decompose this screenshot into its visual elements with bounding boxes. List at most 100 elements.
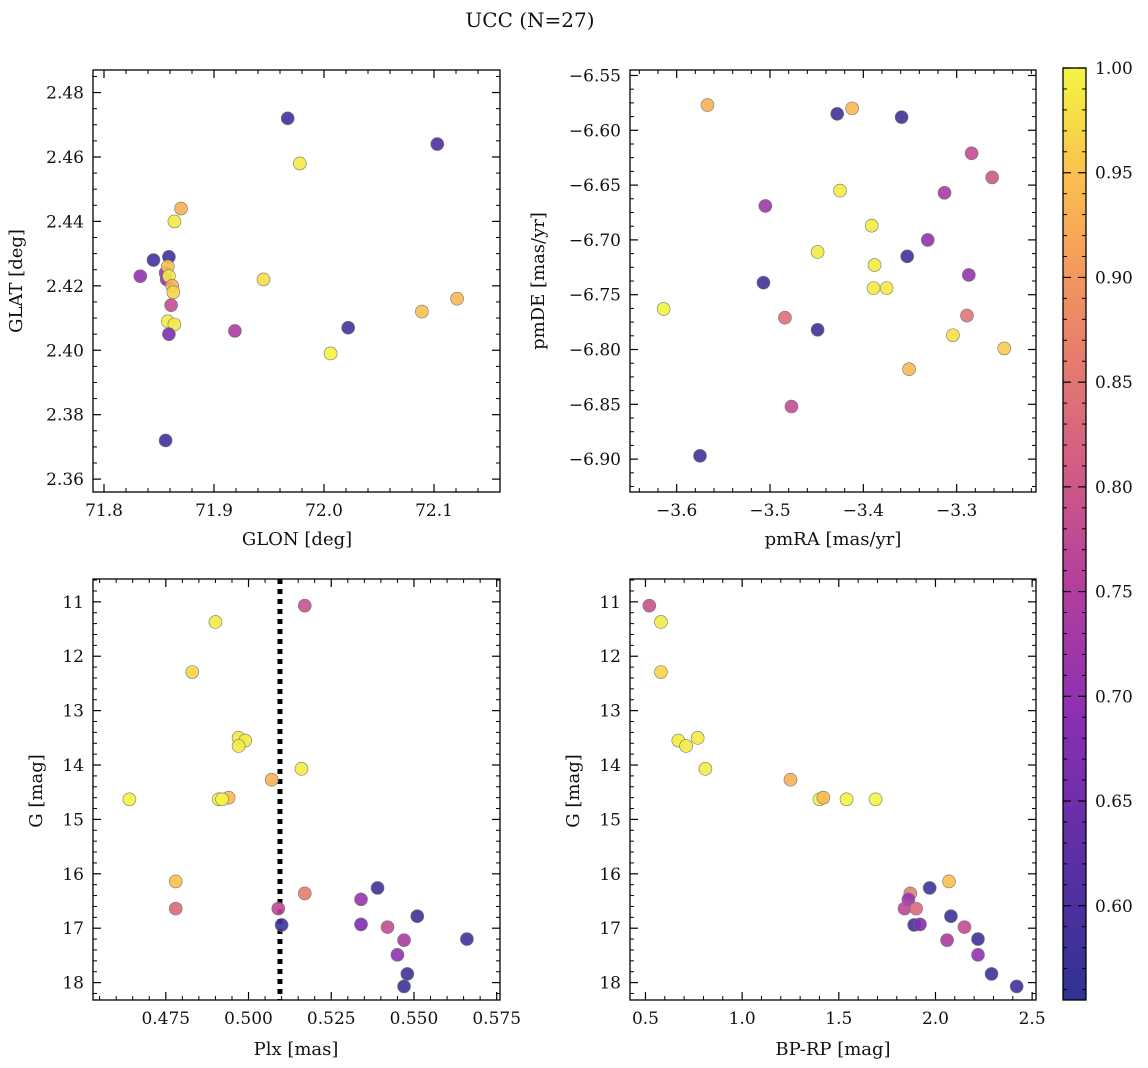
- x-tick-label: −3.5: [749, 501, 790, 521]
- data-point: [984, 967, 999, 981]
- x-tick-label: 72.0: [305, 501, 343, 521]
- data-point: [868, 792, 883, 807]
- panel-color-magnitude: 0.5 1.0 1.5 2.0 2.5 11 12 13 14 15 16 17 18: [599, 578, 1046, 1029]
- data-point: [693, 449, 707, 463]
- data-point: [909, 901, 923, 916]
- data-point: [756, 275, 771, 290]
- data-point: [400, 967, 415, 981]
- data-point: [778, 310, 792, 325]
- data-point: [839, 792, 854, 807]
- y-axis-label-g-left: G [mag]: [26, 754, 47, 827]
- data-point: [415, 304, 429, 319]
- x-tick-label: 0.575: [472, 1009, 521, 1029]
- colorbar-tick-label: 0.65: [1095, 792, 1133, 812]
- y-tick-label: 14: [62, 756, 84, 776]
- y-tick-label: 13: [62, 702, 84, 722]
- y-tick-label: −6.70: [569, 231, 621, 251]
- panel-proper-motion: −3.6 −3.5 −3.4 −3.3 −6.90 −6.85 −6.80 −6.75 −6.7…: [569, 66, 1037, 521]
- y-tick-label: 17: [599, 919, 621, 939]
- x-tick-label: 0.500: [224, 1009, 273, 1029]
- data-point: [271, 901, 286, 916]
- plot-frame: [629, 69, 1037, 493]
- data-point: [957, 920, 972, 934]
- data-point: [920, 233, 935, 247]
- y-axis-label-pmde: pmDE [mas/yr]: [528, 212, 549, 350]
- x-tick-label: 1.5: [825, 1009, 852, 1029]
- data-point: [810, 322, 825, 337]
- data-point: [1009, 979, 1024, 994]
- y-tick-label: 18: [599, 974, 621, 994]
- x-tick-label: −3.6: [656, 501, 697, 521]
- data-point: [166, 285, 181, 300]
- data-point: [264, 772, 279, 787]
- data-point: [937, 185, 952, 200]
- data-point: [256, 272, 271, 287]
- y-tick-label: 2.46: [46, 148, 84, 168]
- data-point: [866, 281, 881, 295]
- data-point: [690, 731, 705, 745]
- colorbar-gradient: [1062, 67, 1087, 1001]
- x-axis-label-bprp: BP-RP [mag]: [775, 1039, 890, 1060]
- data-point: [971, 948, 985, 962]
- data-point: [208, 615, 223, 629]
- data-point: [642, 598, 657, 613]
- data-point: [784, 399, 799, 414]
- data-point: [944, 909, 958, 924]
- data-point: [410, 909, 425, 924]
- data-point: [997, 341, 1012, 356]
- data-point: [845, 101, 859, 116]
- data-point: [185, 665, 200, 679]
- y-tick-label: 2.38: [46, 406, 84, 426]
- y-tick-label: 11: [599, 593, 621, 613]
- data-point: [698, 762, 713, 776]
- data-point: [341, 320, 356, 335]
- data-point: [985, 170, 999, 185]
- colorbar-tick-label: 0.70: [1095, 687, 1133, 707]
- data-point: [654, 615, 668, 629]
- y-tick-label: 14: [599, 756, 621, 776]
- data-point: [162, 327, 176, 341]
- data-point: [292, 156, 307, 171]
- y-tick-label: −6.60: [569, 121, 621, 141]
- y-tick-label: −6.65: [569, 176, 621, 196]
- data-point: [879, 281, 894, 295]
- data-point: [816, 790, 831, 805]
- data-point: [830, 107, 845, 121]
- x-tick-label: 72.1: [415, 501, 453, 521]
- y-tick-label: −6.80: [569, 341, 621, 361]
- data-point: [942, 874, 956, 889]
- y-tick-label: 2.40: [46, 341, 84, 361]
- data-point: [783, 772, 798, 787]
- data-point: [679, 739, 693, 753]
- x-tick-label: 0.525: [307, 1009, 356, 1029]
- data-point: [894, 110, 909, 124]
- colorbar: 0.60 0.65 0.70 0.75 0.80 0.85 0.90 0.95 1.00: [1062, 59, 1133, 1001]
- data-point: [700, 98, 715, 112]
- colorbar-tick-label: 0.75: [1095, 583, 1133, 603]
- data-point: [297, 886, 312, 901]
- x-axis-label-pmra: pmRA [mas/yr]: [765, 529, 902, 550]
- y-tick-label: 12: [599, 647, 621, 667]
- data-point: [940, 933, 954, 947]
- y-tick-label: 2.42: [46, 277, 84, 297]
- y-tick-label: −6.90: [569, 450, 621, 470]
- data-point: [430, 137, 445, 151]
- data-point: [168, 874, 183, 889]
- data-point: [228, 324, 242, 338]
- y-tick-label: 11: [62, 593, 84, 613]
- y-axis-label-g-right: G [mag]: [563, 754, 584, 827]
- panel-parallax-magnitude: 0.475 0.500 0.525 0.550 0.575 11 12 13 14 15 16 17 1…: [62, 578, 521, 1029]
- x-tick-label: 71.8: [85, 501, 123, 521]
- y-tick-label: 2.48: [46, 84, 84, 104]
- data-point: [833, 183, 847, 198]
- data-point: [397, 933, 411, 947]
- data-point: [168, 901, 183, 916]
- y-tick-label: 15: [599, 810, 621, 830]
- data-point: [122, 792, 137, 807]
- data-point: [390, 948, 405, 962]
- data-point: [294, 762, 309, 776]
- data-point: [946, 328, 960, 343]
- x-tick-label: −3.3: [936, 501, 977, 521]
- data-point: [897, 901, 912, 916]
